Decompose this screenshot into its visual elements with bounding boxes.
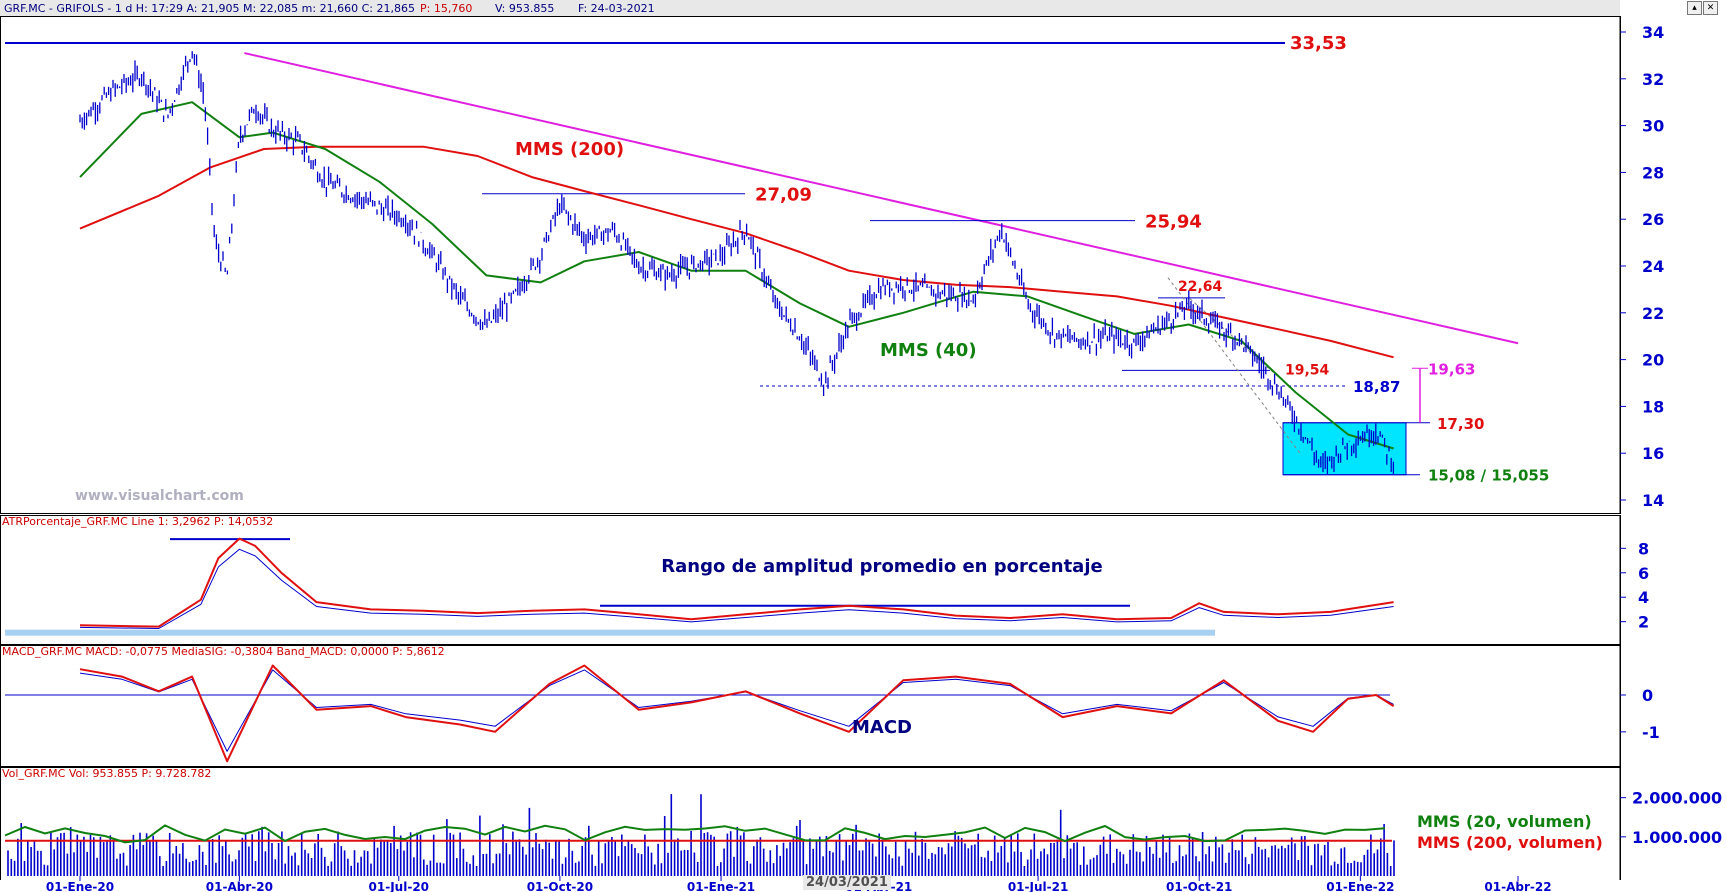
level-19-label: 19,54 <box>1285 362 1330 378</box>
series-layer <box>4 41 1519 876</box>
macd-line <box>79 664 1395 763</box>
collapse-icon[interactable]: ▴ <box>1687 1 1702 15</box>
mms40-line <box>79 101 1394 450</box>
y-tick-label: 20 <box>1642 351 1664 370</box>
y-tick-label: 32 <box>1642 70 1664 89</box>
y-tick-label: 16 <box>1642 444 1664 463</box>
atr-panel-title: ATRPorcentaje_GRF.MC Line 1: 3,2962 P: 1… <box>2 515 273 528</box>
vol-y-tick-label: 1.000.000 <box>1632 828 1722 847</box>
atr-y-tick-label: 2 <box>1638 613 1649 632</box>
vol-y-tick-label: 2.000.000 <box>1632 789 1722 808</box>
label-layer: 01-Ene-20 01-Abr-20 01-Jul-20 01-Oct-20 01-E… <box>46 23 1722 892</box>
level-25-label: 25,94 <box>1145 212 1202 233</box>
atr-y-tick-label: 8 <box>1638 539 1649 558</box>
x-tick-label: 01-Oct-20 <box>527 880 593 892</box>
panel-border <box>0 515 1621 645</box>
level-22-label: 22,64 <box>1178 279 1223 295</box>
grid-layer <box>0 16 1726 892</box>
mms200-line <box>79 145 1394 359</box>
box-top-label: 17,30 <box>1437 415 1484 433</box>
x-tick-label: 01-Oct-21 <box>1166 880 1232 892</box>
header-date: F: 24-03-2021 <box>578 2 655 15</box>
atr-band <box>5 629 1215 636</box>
vol-panel-title: Vol_GRF.MC Vol: 953.855 P: 9.728.782 <box>2 767 211 780</box>
atr-p: P: 14,0532 <box>213 515 274 528</box>
y-tick-label: 30 <box>1642 117 1664 136</box>
y-tick-label: 34 <box>1642 23 1664 42</box>
macd-title: MACD_GRF.MC MACD: -0,0775 MediaSIG: -0,3… <box>2 645 389 658</box>
level-27-label: 27,09 <box>755 185 812 206</box>
x-tick-label: 01-Ene-22 <box>1326 880 1394 892</box>
target-label: 19,63 <box>1428 360 1475 378</box>
atr-y-tick-label: 6 <box>1638 564 1649 583</box>
y-tick-label: 14 <box>1642 491 1664 510</box>
macd-p: P: 5,8612 <box>392 645 445 658</box>
atr-signal-line <box>79 548 1394 629</box>
y-tick-label: 18 <box>1642 397 1664 416</box>
watermark: www.visualchart.com <box>75 488 244 504</box>
header-volume: V: 953.855 <box>495 2 555 15</box>
vol-p: P: 9.728.782 <box>141 767 212 780</box>
title-bar: GRF.MC - GRIFOLS - 1 d H: 17:29 A: 21,90… <box>0 0 1620 16</box>
macd-y-tick-label: -1 <box>1642 723 1660 742</box>
header-symbol-line: GRF.MC - GRIFOLS - 1 d H: 17:29 A: 21,90… <box>4 2 415 15</box>
atr-title: ATRPorcentaje_GRF.MC Line 1: 3,2962 <box>2 515 211 528</box>
trendline <box>244 52 1519 345</box>
resistance-label: 33,53 <box>1290 33 1347 54</box>
vol-mms200-label: MMS (200, volumen) <box>1417 833 1603 852</box>
macd-chart-title: MACD <box>852 717 912 738</box>
x-tick-label: 01-Jul-21 <box>1008 880 1068 892</box>
atr-chart-title: Rango de amplitud promedio en porcentaje <box>661 556 1102 577</box>
atr-y-tick-label: 4 <box>1638 588 1649 607</box>
x-tick-label: 01-Ene-21 <box>687 880 755 892</box>
macd-y-tick-label: 0 <box>1642 686 1653 705</box>
support-label: 18,87 <box>1353 378 1400 396</box>
guide-dashed <box>1167 277 1301 454</box>
vol-title: Vol_GRF.MC Vol: 953.855 <box>2 767 138 780</box>
mms40-label: MMS (40) <box>880 340 977 361</box>
x-tick-label: 01-Abr-22 <box>1484 880 1551 892</box>
y-tick-label: 28 <box>1642 163 1664 182</box>
x-tick-label: 01-Abr-20 <box>206 880 273 892</box>
y-tick-label: 26 <box>1642 210 1664 229</box>
y-tick-label: 24 <box>1642 257 1664 276</box>
x-tick-label: 01-Jul-20 <box>369 880 429 892</box>
macd-panel-title: MACD_GRF.MC MACD: -0,0775 MediaSIG: -0,3… <box>2 645 445 658</box>
mms200-label: MMS (200) <box>515 139 624 160</box>
close-icon[interactable]: ✕ <box>1703 1 1718 15</box>
y-tick-label: 22 <box>1642 304 1664 323</box>
panel-border <box>0 645 1621 767</box>
x-tick-label: 01-Ene-20 <box>46 880 114 892</box>
vol-mms20-line <box>4 824 1386 844</box>
header-price: P: 15,760 <box>420 2 473 15</box>
vol-mms20-label: MMS (20, volumen) <box>1417 812 1592 831</box>
macd-signal-line <box>79 669 1394 752</box>
box-bottom-label: 15,08 / 15,055 <box>1428 467 1549 485</box>
atr-line <box>79 537 1394 628</box>
cursor-date: 24/03/2021 <box>803 875 891 890</box>
